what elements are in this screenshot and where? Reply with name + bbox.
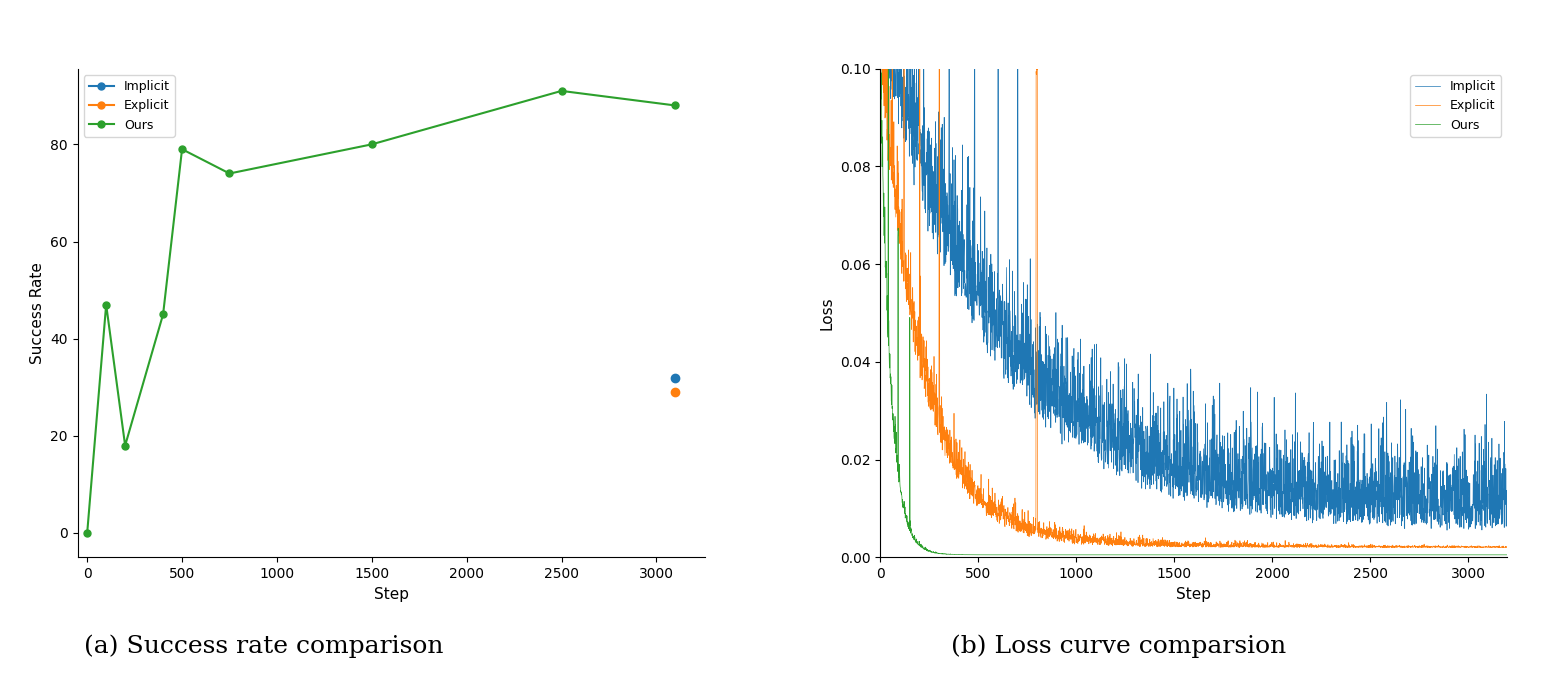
Ours xyxy=(362,140,381,149)
Ours xyxy=(78,529,96,537)
Explicit xyxy=(1364,542,1383,550)
X-axis label: Step: Step xyxy=(1176,587,1212,601)
Legend: Implicit, Explicit, Ours: Implicit, Explicit, Ours xyxy=(1409,75,1501,136)
Line: Implicit: Implicit xyxy=(880,69,1507,530)
Explicit xyxy=(1490,543,1509,551)
Y-axis label: Success Rate: Success Rate xyxy=(30,262,45,364)
Ours xyxy=(667,101,685,109)
Implicit xyxy=(1324,519,1343,528)
Implicit xyxy=(870,65,889,73)
Explicit xyxy=(1498,544,1517,552)
Ours xyxy=(221,169,239,178)
Explicit xyxy=(1324,543,1343,551)
Ours xyxy=(1492,550,1510,559)
Implicit xyxy=(1490,494,1509,502)
Implicit xyxy=(1402,520,1420,528)
Line: Explicit: Explicit xyxy=(880,69,1507,548)
Line: Ours: Ours xyxy=(880,69,1507,555)
Ours xyxy=(552,87,570,95)
Explicit xyxy=(999,517,1018,525)
Ours xyxy=(999,550,1018,559)
Ours xyxy=(172,145,191,153)
Explicit xyxy=(870,65,889,73)
Implicit xyxy=(1364,477,1383,486)
Text: (a) Success rate comparison: (a) Success rate comparison xyxy=(84,635,444,658)
Ours xyxy=(117,442,135,450)
Implicit xyxy=(1270,506,1288,514)
Y-axis label: Loss: Loss xyxy=(819,297,834,330)
Text: (b) Loss curve comparsion: (b) Loss curve comparsion xyxy=(951,635,1287,658)
Explicit xyxy=(1402,543,1420,551)
Implicit xyxy=(999,359,1018,367)
Ours xyxy=(880,65,898,73)
Explicit xyxy=(1467,544,1486,552)
Ours xyxy=(1313,550,1332,559)
Ours xyxy=(1364,550,1383,559)
Ours xyxy=(96,301,115,309)
Explicit xyxy=(1270,543,1288,551)
Line: Ours: Ours xyxy=(84,87,679,537)
Ours xyxy=(1498,550,1517,559)
Legend: Implicit, Explicit, Ours: Implicit, Explicit, Ours xyxy=(84,75,176,136)
Ours xyxy=(1402,550,1420,559)
Ours xyxy=(870,85,889,93)
X-axis label: Step: Step xyxy=(373,587,409,601)
Ours xyxy=(1270,550,1288,559)
Implicit xyxy=(1437,526,1456,535)
Ours xyxy=(154,310,172,319)
Ours xyxy=(1326,550,1344,559)
Implicit xyxy=(1498,494,1517,502)
